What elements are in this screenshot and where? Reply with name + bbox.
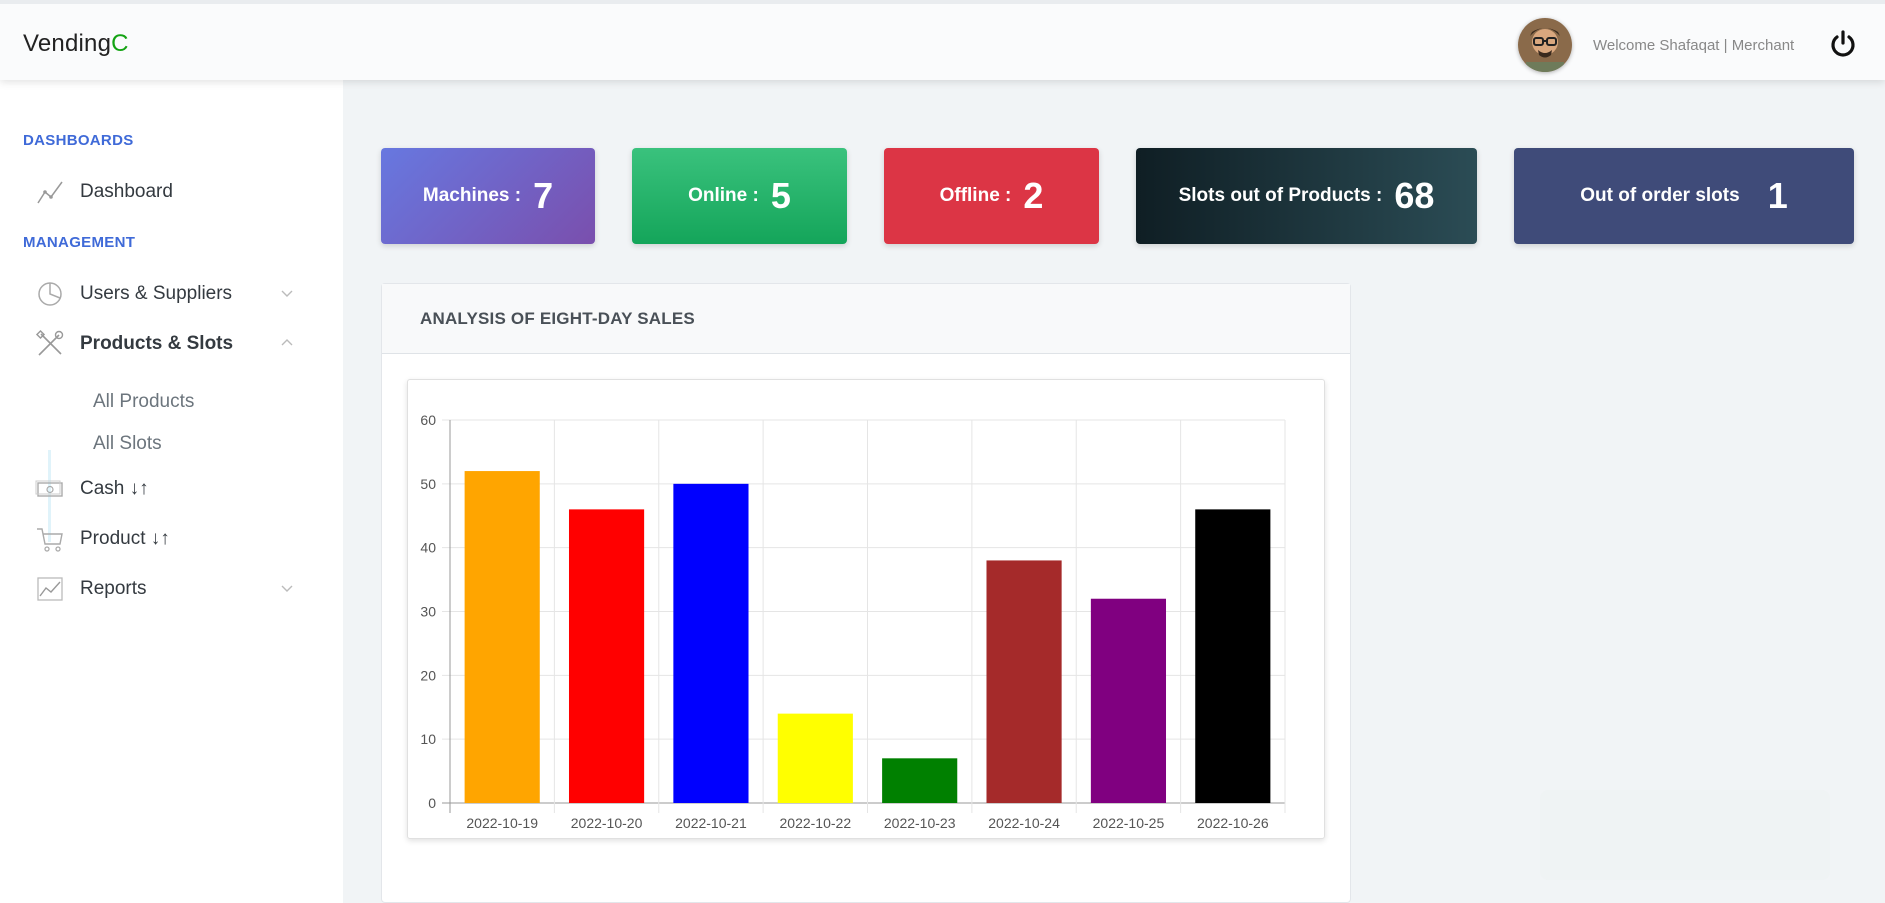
- logo-accent-text: C: [111, 30, 129, 57]
- y-tick-label: 40: [420, 540, 436, 556]
- x-tick-label: 2022-10-23: [884, 815, 956, 831]
- bar: [882, 758, 958, 803]
- stat-card-online[interactable]: Online : 5: [632, 148, 847, 244]
- tools-icon: [34, 328, 66, 360]
- stat-value: 1: [1767, 175, 1788, 216]
- sidebar-item-product-movement[interactable]: Product ↓↑: [34, 519, 304, 559]
- stat-value: 5: [770, 175, 791, 216]
- stat-card-slots-out-of-products[interactable]: Slots out of Products : 68: [1136, 148, 1477, 244]
- bar: [673, 483, 749, 803]
- chevron-up-icon: [281, 339, 293, 346]
- chevron-down-icon: [281, 585, 293, 592]
- pie-chart-icon: [34, 278, 66, 310]
- sidebar-item-users-suppliers[interactable]: Users & Suppliers: [34, 274, 304, 314]
- panel-title: ANALYSIS OF EIGHT-DAY SALES: [420, 308, 695, 328]
- sidebar-item-label: Products & Slots: [80, 333, 234, 354]
- x-tick-label: 2022-10-22: [780, 815, 852, 831]
- dashboards-heading: DASHBOARDS: [23, 132, 134, 149]
- bar: [777, 713, 853, 803]
- sidebar-subitem-all-products[interactable]: All Products: [93, 391, 195, 412]
- sidebar-item-dashboard[interactable]: Dashboard: [34, 172, 304, 212]
- sidebar-item-label: Cash ↓↑: [80, 478, 149, 499]
- sidebar-item-label: Users & Suppliers: [80, 283, 233, 304]
- sidebar-item-label: Reports: [80, 578, 147, 599]
- chart-container: 0 10 20 30 40 50 60 2022-10-19 2022-10-20 2022-10…: [407, 379, 1325, 839]
- app-logo[interactable]: VendingC: [23, 30, 129, 58]
- power-button[interactable]: [1828, 29, 1858, 59]
- background-shadow: [1540, 790, 1830, 880]
- x-tick-label: 2022-10-19: [466, 815, 538, 831]
- sales-chart-panel: ANALYSIS OF EIGHT-DAY SALES 0 10 20 30 40 50 6…: [381, 283, 1351, 903]
- stat-label: Out of order slots: [1580, 185, 1740, 206]
- bar: [568, 509, 645, 803]
- area-chart-icon: [34, 573, 66, 605]
- sidebar-item-label: Product ↓↑: [80, 528, 170, 549]
- welcome-text: Welcome Shafaqat | Merchant: [1593, 37, 1795, 54]
- stat-label: Machines :: [422, 185, 522, 206]
- stat-card-machines[interactable]: Machines : 7: [381, 148, 595, 244]
- x-tick-label: 2022-10-20: [571, 815, 643, 831]
- sidebar-subitem-all-slots[interactable]: All Slots: [93, 433, 162, 454]
- x-tick-label: 2022-10-21: [675, 815, 747, 831]
- bar: [986, 560, 1062, 803]
- cash-icon: [34, 473, 66, 505]
- x-tick-label: 2022-10-24: [988, 815, 1060, 831]
- sidebar-item-label: Dashboard: [80, 181, 173, 202]
- y-tick-label: 60: [420, 412, 436, 428]
- bar-chart: 0 10 20 30 40 50 60 2022-10-19 2022-10-20 2022-10…: [420, 412, 1286, 831]
- stat-label: Online :: [688, 185, 759, 206]
- stat-value: 2: [1023, 175, 1044, 216]
- x-tick-label: 2022-10-25: [1093, 815, 1165, 831]
- y-tick-label: 50: [420, 476, 436, 492]
- sidebar-item-products-slots[interactable]: Products & Slots: [34, 324, 304, 364]
- bar: [464, 471, 540, 803]
- avatar[interactable]: [1518, 18, 1572, 72]
- bar: [1090, 598, 1167, 803]
- y-tick-label: 20: [420, 667, 436, 683]
- management-heading: MANAGEMENT: [23, 234, 136, 251]
- sidebar: DASHBOARDS Dashboard MANAGEMENT Users & …: [0, 80, 343, 903]
- stat-card-offline[interactable]: Offline : 2: [884, 148, 1099, 244]
- stat-label: Offline :: [939, 185, 1012, 206]
- top-header: VendingC Welcome Shafaqat | Merchant: [0, 0, 1885, 80]
- stat-value: 7: [533, 175, 554, 216]
- sidebar-item-cash[interactable]: Cash ↓↑: [34, 469, 304, 509]
- x-tick-label: 2022-10-26: [1197, 815, 1269, 831]
- y-tick-label: 30: [420, 604, 436, 620]
- y-tick-label: 10: [420, 731, 436, 747]
- stat-value: 68: [1394, 175, 1435, 216]
- stat-card-out-of-order-slots[interactable]: Out of order slots 1: [1514, 148, 1854, 244]
- y-tick-label: 0: [428, 795, 436, 811]
- chevron-down-icon: [281, 290, 293, 297]
- bar: [1195, 509, 1271, 803]
- panel-header: ANALYSIS OF EIGHT-DAY SALES: [382, 284, 1350, 354]
- power-icon: [1831, 30, 1855, 57]
- cart-icon: [34, 523, 66, 555]
- stat-label: Slots out of Products :: [1178, 185, 1383, 206]
- sidebar-item-reports[interactable]: Reports: [34, 569, 304, 609]
- line-chart-icon: [34, 176, 66, 208]
- user-avatar-icon: [1518, 18, 1572, 72]
- logo-main-text: Vending: [23, 30, 112, 57]
